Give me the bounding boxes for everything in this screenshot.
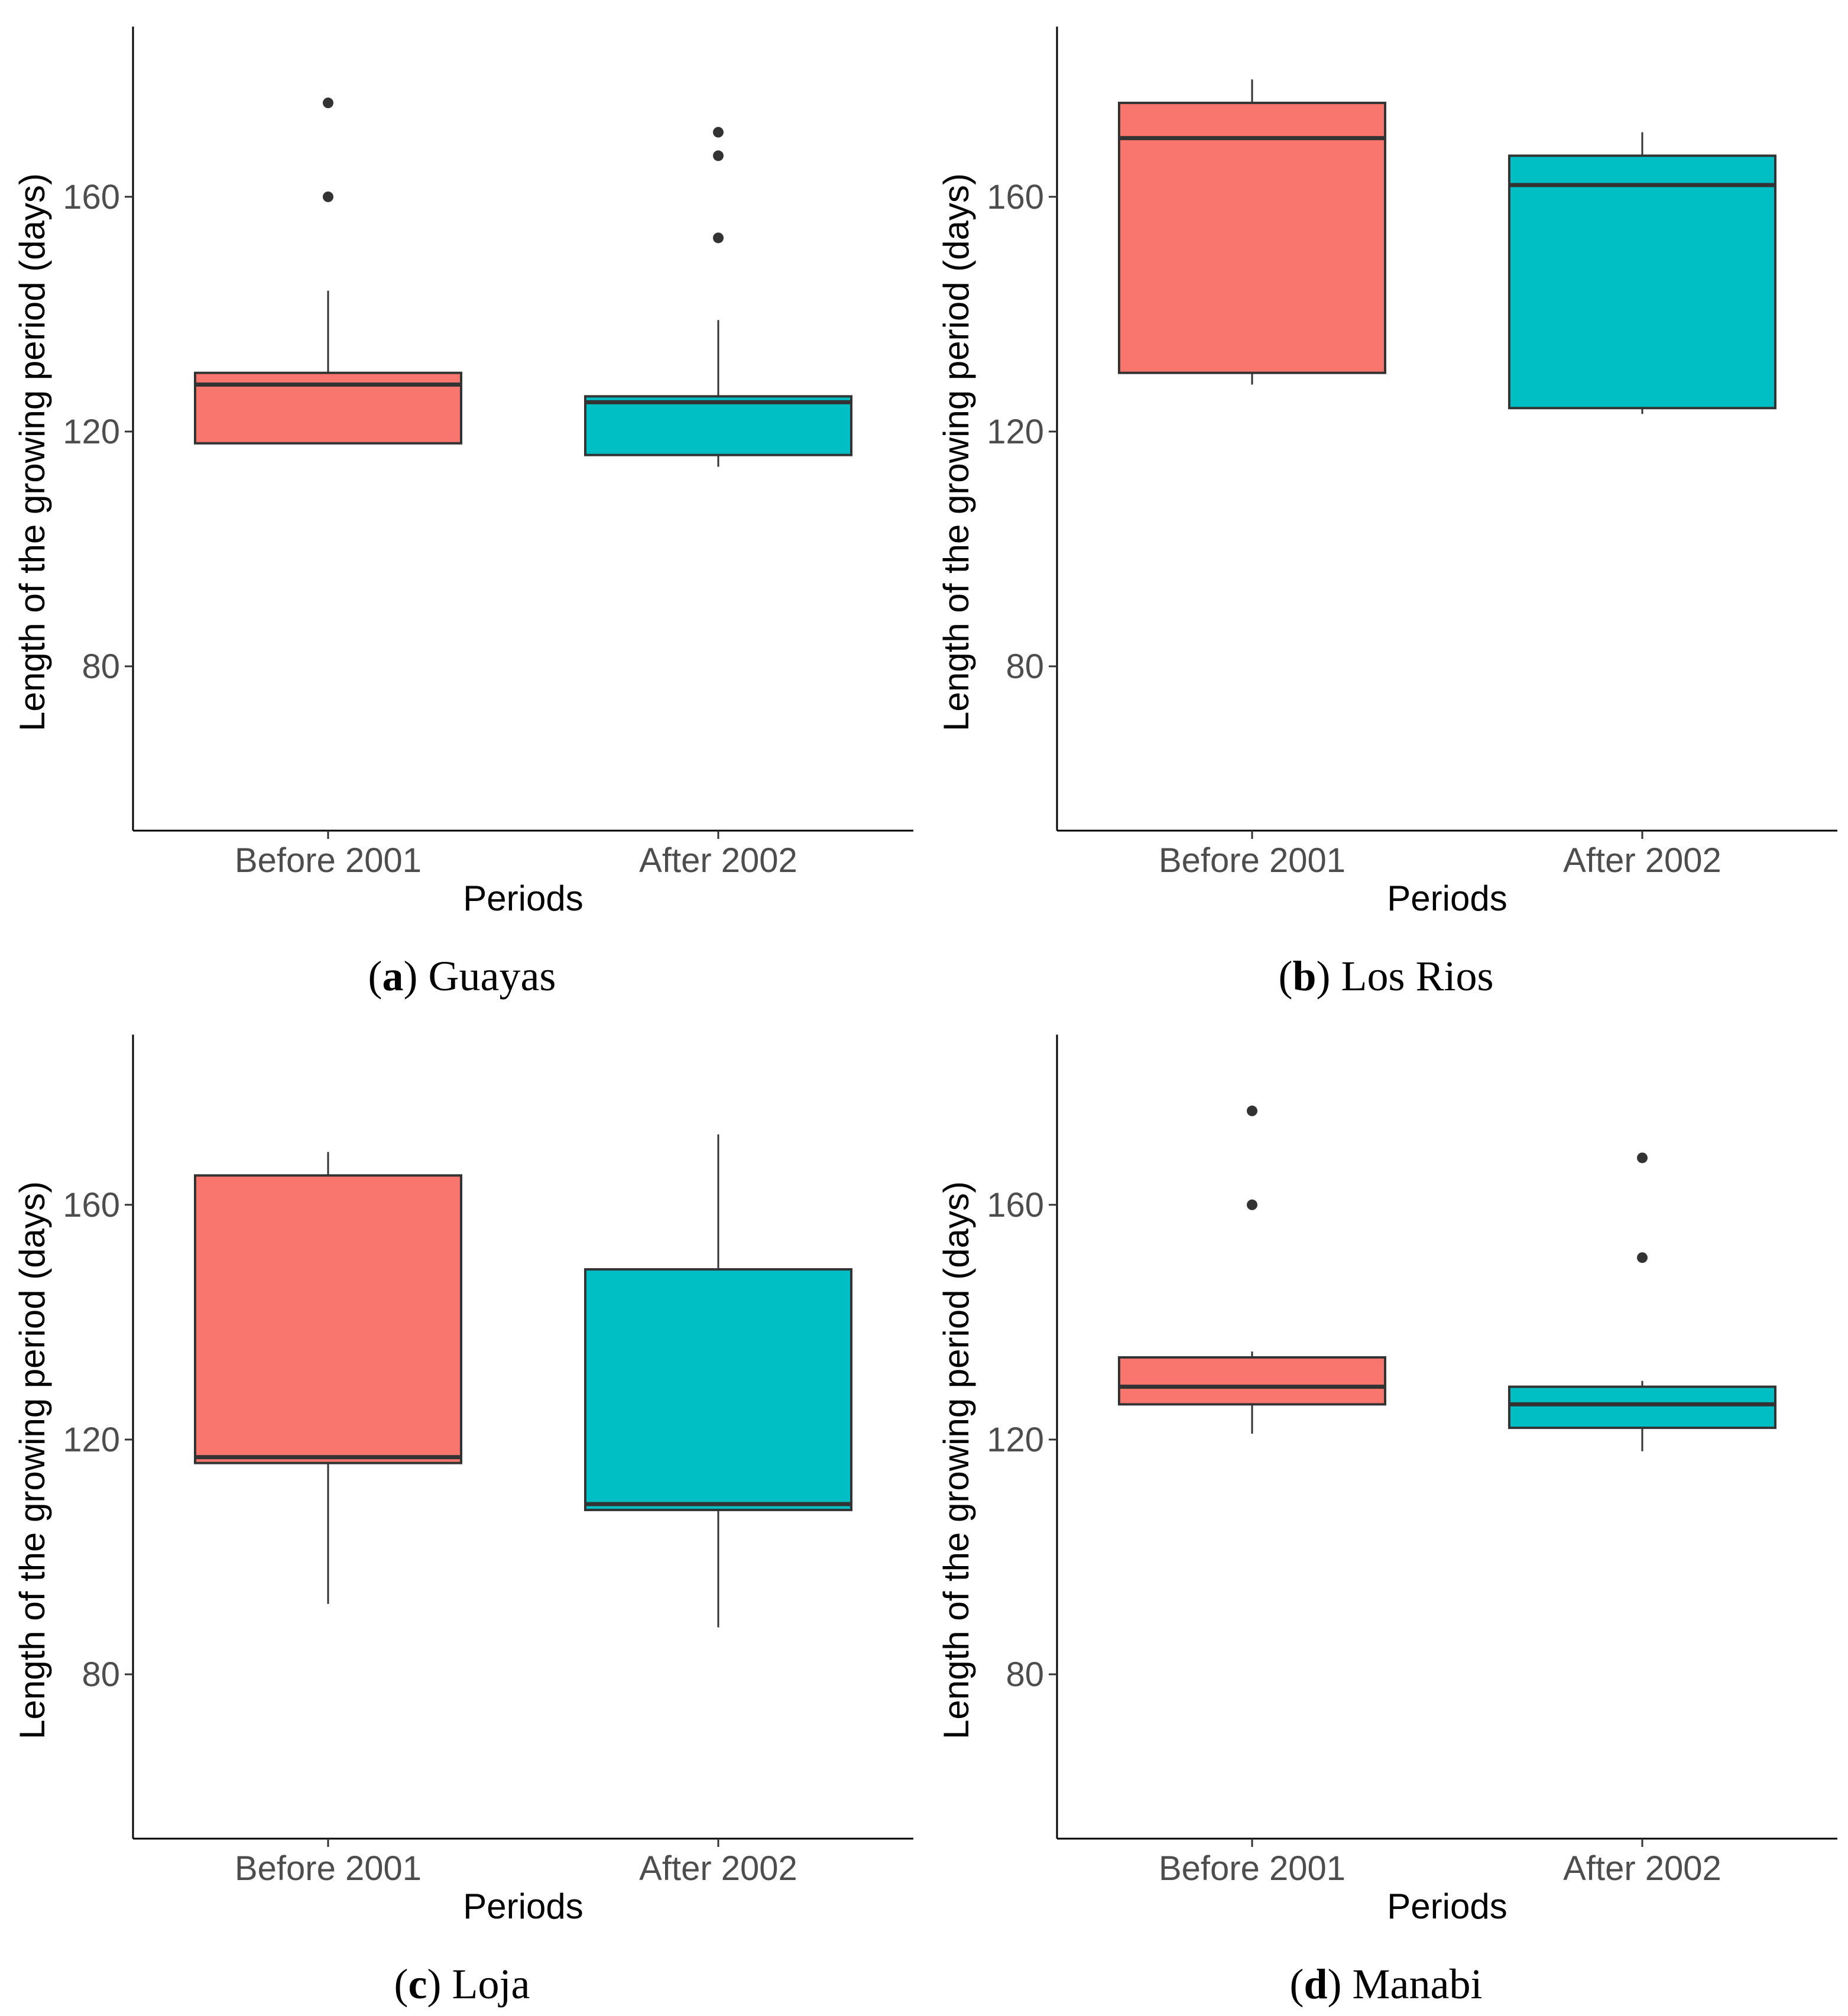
y-tick-label: 120 — [63, 413, 120, 451]
outlier-point — [1637, 1252, 1648, 1263]
boxplot-guayas: 80 120 160 Before 2001 After 2002 Periods Leng… — [12, 27, 913, 918]
y-axis-title: Length of the growing period (days) — [12, 173, 52, 731]
box-before-2001 — [1118, 1106, 1386, 1434]
outlier-point — [1247, 1199, 1257, 1210]
x-tick-label: Before 2001 — [1159, 1849, 1346, 1888]
x-tick-label: After 2002 — [639, 1849, 797, 1888]
boxplot-loja: 80 120 160 Before 2001 After 2002 Periods Leng… — [12, 1035, 913, 1926]
boxplot-manabi: 80 120 160 Before 2001 After 2002 Periods Leng… — [936, 1035, 1837, 1926]
y-axis-title: Length of the growing period (days) — [936, 173, 976, 731]
x-axis-title: Periods — [463, 1887, 583, 1926]
outlier-point — [323, 98, 333, 109]
box-after-2002 — [584, 1134, 852, 1628]
iqr-box — [1508, 154, 1776, 410]
caption-manabi: (d) Manabi — [1289, 1960, 1483, 2008]
outlier-point — [1247, 1106, 1257, 1117]
x-tick-label: After 2002 — [639, 841, 797, 880]
iqr-box — [1508, 1385, 1776, 1430]
y-tick-label: 120 — [987, 1421, 1044, 1459]
box-after-2002 — [1508, 132, 1776, 414]
x-tick-label: Before 2001 — [235, 1849, 422, 1888]
panel-los-rios: 80 120 160 Before 2001 After 2002 Periods Leng… — [924, 0, 1848, 1008]
panel-loja: 80 120 160 Before 2001 After 2002 Periods Leng… — [0, 1008, 924, 2016]
caption-loja: (c) Loja — [394, 1960, 530, 2008]
y-tick-label: 160 — [987, 178, 1044, 216]
y-tick-label: 160 — [63, 178, 120, 216]
box-before-2001 — [194, 1152, 462, 1604]
y-tick-label: 80 — [1006, 1655, 1044, 1694]
x-axis-title: Periods — [463, 879, 583, 918]
y-tick-label: 120 — [987, 413, 1044, 451]
x-axis-title: Periods — [1387, 879, 1507, 918]
box-before-2001 — [194, 98, 462, 445]
y-axis-title: Length of the growing period (days) — [12, 1181, 52, 1739]
panel-manabi: 80 120 160 Before 2001 After 2002 Periods Leng… — [924, 1008, 1848, 2016]
y-tick-label: 160 — [63, 1186, 120, 1224]
y-tick-label: 120 — [63, 1421, 120, 1459]
y-tick-label: 80 — [82, 647, 120, 686]
panel-guayas: 80 120 160 Before 2001 After 2002 Periods Leng… — [0, 0, 924, 1008]
iqr-box — [1118, 102, 1386, 374]
iqr-box — [584, 395, 852, 456]
x-tick-label: Before 2001 — [1159, 841, 1346, 880]
x-tick-label: Before 2001 — [235, 841, 422, 880]
boxplot-los-rios: 80 120 160 Before 2001 After 2002 Periods Leng… — [936, 27, 1837, 918]
y-axis-title: Length of the growing period (days) — [936, 1181, 976, 1739]
caption-los-rios: (b) Los Rios — [1278, 952, 1494, 1000]
outlier-point — [713, 150, 724, 161]
iqr-box — [584, 1268, 852, 1512]
outlier-point — [1637, 1152, 1648, 1163]
x-tick-label: After 2002 — [1563, 1849, 1721, 1888]
y-tick-label: 160 — [987, 1186, 1044, 1224]
y-tick-label: 80 — [82, 1655, 120, 1694]
outlier-point — [323, 191, 333, 202]
box-before-2001 — [1118, 79, 1386, 385]
outlier-point — [713, 127, 724, 138]
x-tick-label: After 2002 — [1563, 841, 1721, 880]
iqr-box — [1118, 1356, 1386, 1406]
box-after-2002 — [1508, 1152, 1776, 1451]
y-tick-label: 80 — [1006, 647, 1044, 686]
outlier-point — [713, 232, 724, 244]
box-after-2002 — [584, 127, 852, 467]
x-axis-title: Periods — [1387, 1887, 1507, 1926]
iqr-box — [194, 1174, 462, 1464]
caption-guayas: (a) Guayas — [368, 952, 556, 1000]
